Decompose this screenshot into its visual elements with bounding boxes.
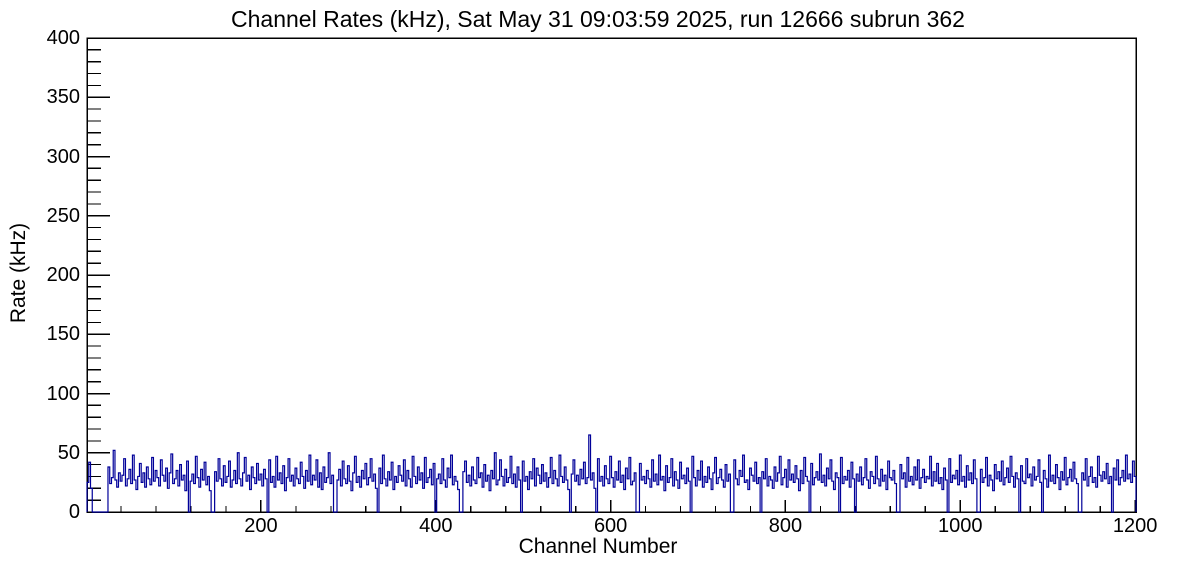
histogram-series-channel-rates bbox=[86, 434, 1137, 513]
y-tick-label: 250 bbox=[46, 204, 80, 227]
y-tick-label: 100 bbox=[46, 382, 80, 405]
x-tick-label: 400 bbox=[419, 515, 453, 537]
x-axis-title: Channel Number bbox=[518, 535, 678, 558]
x-tick-label: 800 bbox=[768, 515, 803, 537]
x-tick-label: 200 bbox=[244, 515, 278, 537]
y-tick-label: 150 bbox=[46, 323, 80, 346]
x-tick-label: 1200 bbox=[1112, 515, 1158, 537]
plot-frame bbox=[86, 37, 1137, 513]
chart-title: Channel Rates (kHz), Sat May 31 09:03:59… bbox=[231, 6, 965, 32]
x-tick-label: 600 bbox=[593, 515, 628, 537]
x-tick-label: 1000 bbox=[938, 515, 983, 537]
y-tick-label: 300 bbox=[46, 145, 80, 168]
y-tick-label: 400 bbox=[46, 27, 80, 49]
y-tick-label: 350 bbox=[46, 86, 80, 109]
y-tick-label: 200 bbox=[46, 264, 80, 286]
y-tick-label: 0 bbox=[68, 501, 80, 523]
y-tick-label: 50 bbox=[57, 441, 80, 464]
